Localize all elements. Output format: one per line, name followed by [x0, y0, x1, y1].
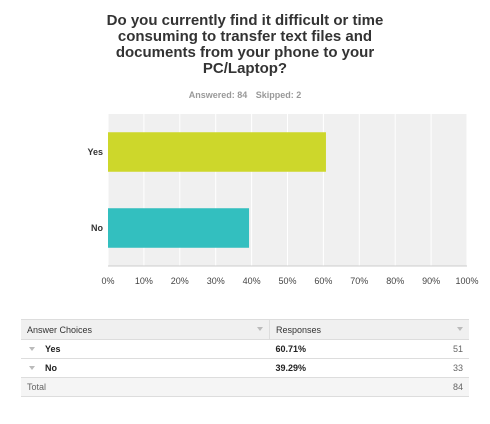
sort-caret-icon[interactable] — [257, 327, 263, 331]
response-meta: Answered: 84 Skipped: 2 — [0, 90, 490, 100]
choice-label[interactable]: Yes — [21, 339, 270, 359]
choice-percent: 60.71% — [269, 339, 401, 359]
x-tick-label: 30% — [207, 276, 225, 286]
x-tick-label: 70% — [350, 276, 368, 286]
answered-count: Answered: 84 — [188, 90, 248, 100]
skipped-count: Skipped: 2 — [255, 90, 302, 100]
x-tick-label: 10% — [135, 276, 153, 286]
x-tick-label: 0% — [101, 276, 114, 286]
y-category-label: No — [91, 223, 103, 233]
sort-caret-icon[interactable] — [457, 327, 463, 331]
choice-count: 51 — [400, 339, 469, 359]
table-row: Yes 60.71% 51 — [21, 339, 469, 359]
header-answer-choices[interactable]: Answer Choices — [21, 319, 270, 340]
x-tick-label: 100% — [455, 276, 478, 286]
responses-table: Answer Choices Responses Yes 60.71% 51 N… — [21, 319, 469, 397]
question-title: Do you currently find it difficult or ti… — [106, 12, 384, 77]
bar-no — [108, 208, 250, 248]
choice-percent: 39.29% — [269, 358, 401, 378]
table-row: No 39.29% 33 — [21, 358, 469, 378]
choice-count: 33 — [400, 358, 469, 378]
x-tick-label: 90% — [422, 276, 440, 286]
choice-label[interactable]: No — [21, 358, 270, 378]
x-tick-label: 60% — [314, 276, 332, 286]
total-spacer — [269, 377, 401, 397]
expand-caret-icon[interactable] — [29, 347, 35, 351]
bar-yes — [108, 132, 326, 172]
x-tick-label: 80% — [386, 276, 404, 286]
x-tick-label: 40% — [243, 276, 261, 286]
header-responses[interactable]: Responses — [269, 319, 469, 340]
x-tick-label: 50% — [278, 276, 296, 286]
table-total-row: Total 84 — [21, 377, 469, 397]
total-count: 84 — [400, 377, 469, 397]
total-label: Total — [21, 377, 270, 397]
bar-chart: 0% 10% 20% 30% 40% 50% 60% 70% 80% 90% 100% Yes No — [87, 114, 479, 286]
table-header-row: Answer Choices Responses — [21, 319, 469, 340]
y-category-label: Yes — [87, 147, 103, 157]
expand-caret-icon[interactable] — [29, 366, 35, 370]
x-tick-label: 20% — [171, 276, 189, 286]
